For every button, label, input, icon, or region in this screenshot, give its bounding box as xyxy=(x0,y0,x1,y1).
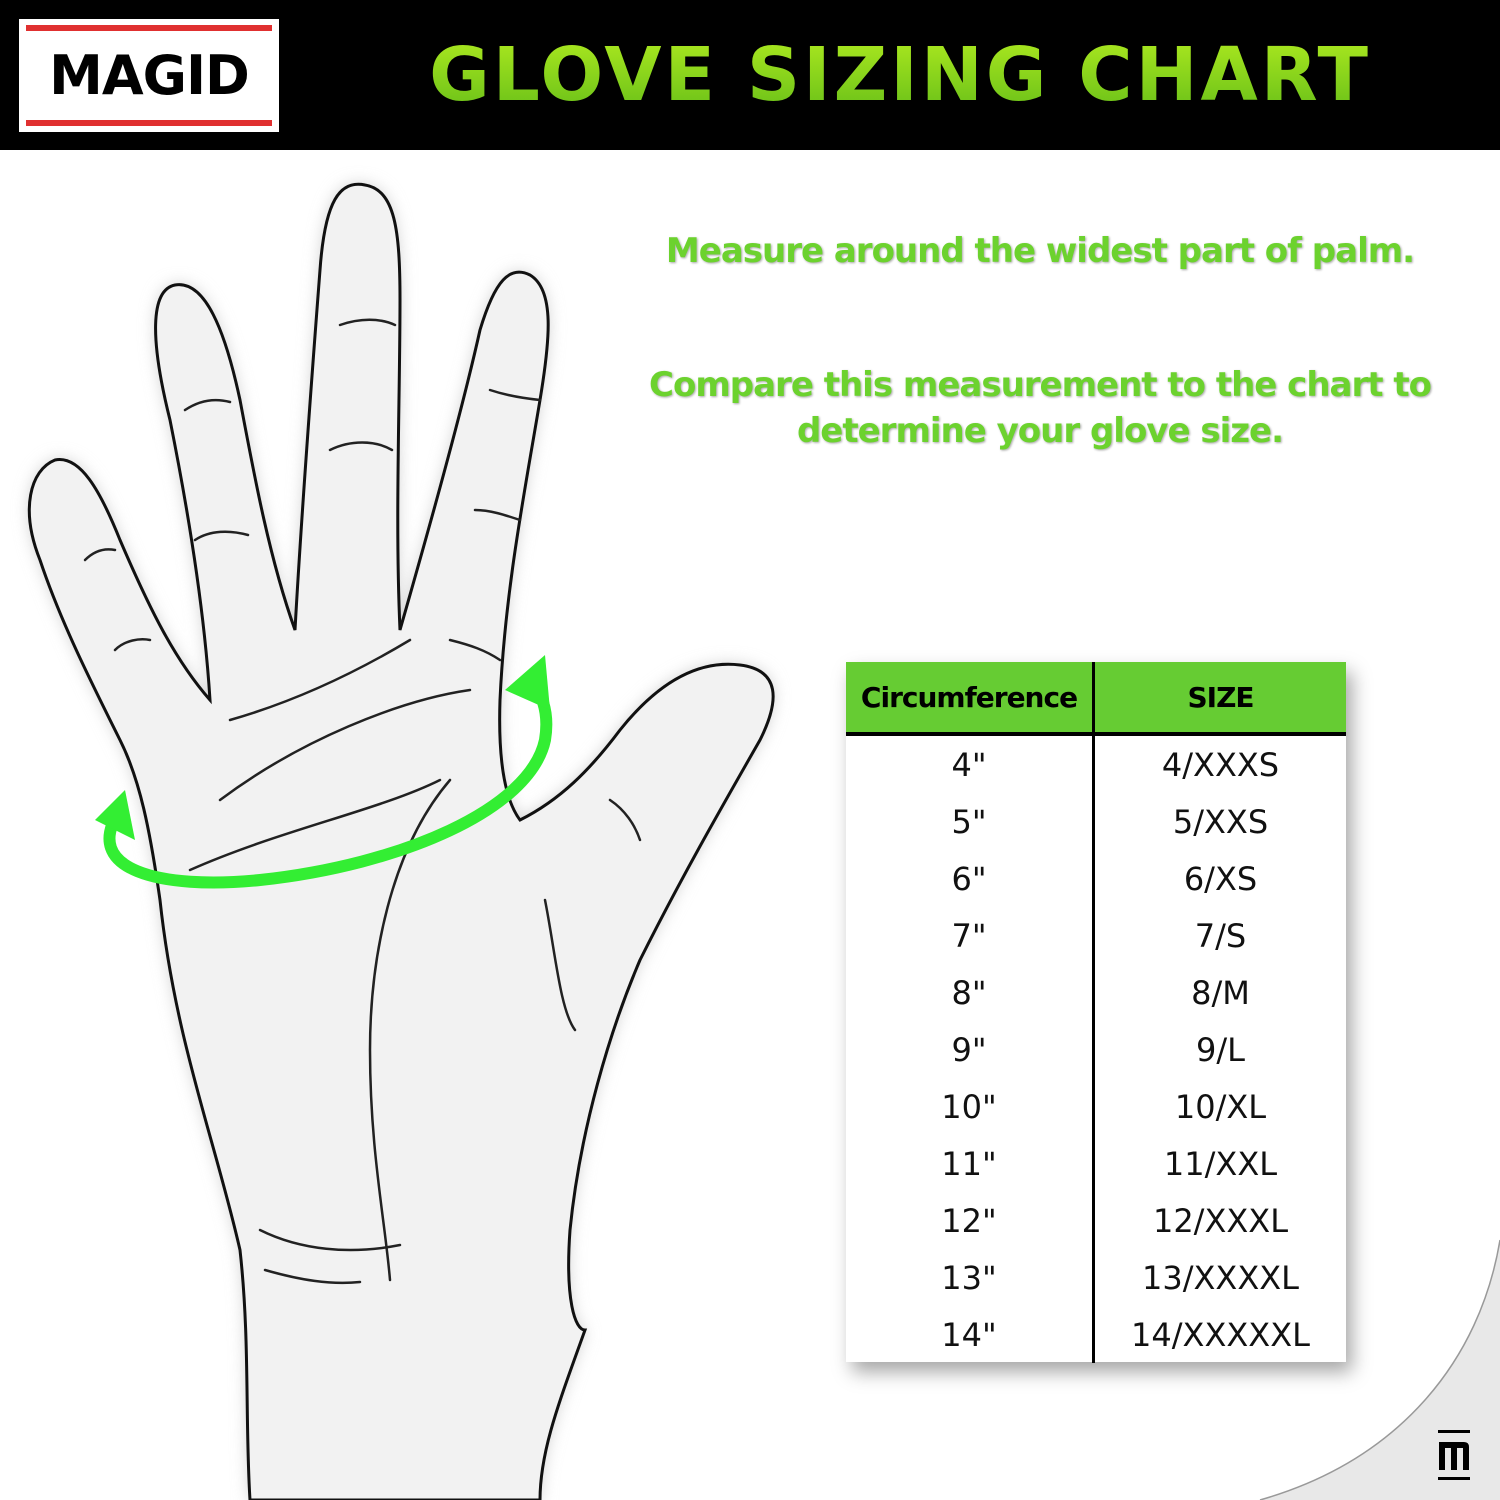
circumference-cell: 12" xyxy=(846,1192,1095,1249)
cell-text: 9/L xyxy=(1196,1030,1245,1069)
instructions: Measure around the widest part of palm. … xyxy=(590,228,1490,454)
circumference-cell: 11" xyxy=(846,1135,1095,1192)
magid-m-icon xyxy=(1436,1430,1472,1482)
hand-outline xyxy=(27,182,775,1500)
table-row: 14" 14/XXXXXL xyxy=(846,1306,1346,1363)
cell-text: 6/XS xyxy=(1183,859,1258,898)
page-title: GLOVE SIZING CHART xyxy=(340,22,1460,128)
cell-text: 13" xyxy=(941,1258,997,1297)
column-header-circumference: Circumference xyxy=(846,662,1095,732)
size-cell: 10/XL xyxy=(1095,1078,1346,1135)
size-cell: 11/XXL xyxy=(1095,1135,1346,1192)
size-cell: 5/XXS xyxy=(1095,793,1346,850)
cell-text: 9" xyxy=(951,1030,987,1069)
table-row: 13" 13/XXXXL xyxy=(846,1249,1346,1306)
hand-illustration xyxy=(27,182,775,1500)
circumference-cell: 6" xyxy=(846,850,1095,907)
cell-text: 7/S xyxy=(1194,916,1247,955)
column-header-size: SIZE xyxy=(1187,680,1254,714)
table-row: 5" 5/XXS xyxy=(846,793,1346,850)
size-cell: 6/XS xyxy=(1095,850,1346,907)
cell-text: 5" xyxy=(951,802,987,841)
header-banner: MAGID GLOVE SIZING CHART xyxy=(0,0,1500,150)
instruction-line-1: Measure around the widest part of palm. xyxy=(665,231,1415,271)
circumference-cell: 14" xyxy=(846,1306,1095,1363)
logo-red-bar xyxy=(26,25,272,31)
circumference-cell: 5" xyxy=(846,793,1095,850)
palm-lines xyxy=(83,318,642,1285)
cell-text: 12/XXXL xyxy=(1152,1201,1289,1240)
page-curl-decoration xyxy=(1259,1239,1500,1500)
cell-text: 13/XXXXL xyxy=(1141,1258,1299,1297)
cell-text: 8" xyxy=(951,973,987,1012)
cell-text: 4" xyxy=(951,745,987,784)
size-cell: 14/XXXXXL xyxy=(1095,1306,1346,1363)
logo-text: MAGID xyxy=(49,44,250,107)
table-header: Circumference SIZE xyxy=(846,662,1346,736)
logo-red-bar xyxy=(26,120,272,126)
table-body: 4" 4/XXXS 5" 5/XXS 6" 6/XS 7" 7/S 8" 8/M 9" 9/L 10" 1… xyxy=(846,736,1346,1363)
cell-text: 10" xyxy=(941,1087,997,1126)
magid-logo: MAGID xyxy=(19,19,279,132)
measure-arrow-icon xyxy=(95,655,553,889)
cell-text: 4/XXXS xyxy=(1161,745,1280,784)
table-row: 4" 4/XXXS xyxy=(846,736,1346,793)
cell-text: 12" xyxy=(941,1201,997,1240)
table-row: 6" 6/XS xyxy=(846,850,1346,907)
circumference-cell: 4" xyxy=(846,736,1095,793)
size-cell: 7/S xyxy=(1095,907,1346,964)
instruction-line-2b: determine your glove size. xyxy=(796,411,1284,451)
size-cell: 9/L xyxy=(1095,1021,1346,1078)
cell-text: 11/XXL xyxy=(1163,1144,1278,1183)
circumference-cell: 7" xyxy=(846,907,1095,964)
cell-text: 8/M xyxy=(1191,973,1250,1012)
cell-text: 11" xyxy=(941,1144,997,1183)
table-row: 9" 9/L xyxy=(846,1021,1346,1078)
table-row: 11" 11/XXL xyxy=(846,1135,1346,1192)
cell-text: 14/XXXXXL xyxy=(1131,1315,1310,1354)
cell-text: 10/XL xyxy=(1174,1087,1267,1126)
circumference-cell: 8" xyxy=(846,964,1095,1021)
cell-text: 7" xyxy=(951,916,987,955)
table-row: 12" 12/XXXL xyxy=(846,1192,1346,1249)
circumference-cell: 10" xyxy=(846,1078,1095,1135)
circumference-cell: 13" xyxy=(846,1249,1095,1306)
table-row: 10" 10/XL xyxy=(846,1078,1346,1135)
size-cell: 8/M xyxy=(1095,964,1346,1021)
cell-text: 14" xyxy=(941,1315,997,1354)
size-cell: 12/XXXL xyxy=(1095,1192,1346,1249)
table-row: 8" 8/M xyxy=(846,964,1346,1021)
cell-text: 5/XXS xyxy=(1172,802,1269,841)
size-cell: 13/XXXXL xyxy=(1095,1249,1346,1306)
instruction-line-2a: Compare this measurement to the chart to xyxy=(649,365,1432,405)
table-row: 7" 7/S xyxy=(846,907,1346,964)
size-chart-table: Circumference SIZE 4" 4/XXXS 5" 5/XXS 6" 6/XS… xyxy=(846,662,1346,1363)
cell-text: 6" xyxy=(951,859,987,898)
circumference-cell: 9" xyxy=(846,1021,1095,1078)
size-cell: 4/XXXS xyxy=(1095,736,1346,793)
